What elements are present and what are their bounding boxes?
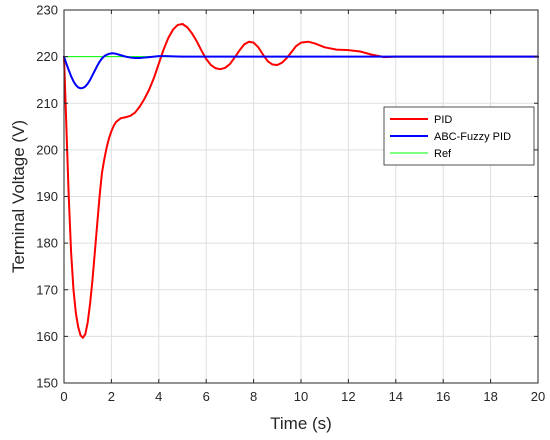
series-line-abc-fuzzy-pid [63,52,539,90]
y-axis-label: Terminal Voltage (V) [9,120,28,273]
x-axis-label: Time (s) [270,414,332,433]
legend: PID ABC-Fuzzy PID Ref [383,106,535,166]
x-tick-label: 6 [203,389,210,404]
y-tick-label: 170 [36,282,58,297]
y-tick-label: 210 [36,96,58,111]
legend-label-abc-fuzzy-pid: ABC-Fuzzy PID [434,131,511,143]
y-tick-label: 190 [36,189,58,204]
axis-ticks: 0 2 4 6 8 10 12 14 16 18 20 150 160 170 180 190 200 210 22… [36,3,545,405]
x-tick-label: 12 [341,389,355,404]
y-tick-label: 150 [36,376,58,391]
y-tick-label: 230 [36,3,58,18]
x-tick-label: 18 [483,389,497,404]
y-tick-label: 220 [36,49,58,64]
x-tick-label: 16 [436,389,450,404]
x-tick-label: 14 [389,389,403,404]
legend-label-ref: Ref [434,148,452,160]
x-tick-label: 2 [108,389,115,404]
legend-label-pid: PID [434,114,452,126]
x-tick-label: 8 [250,389,257,404]
series-lines [63,22,539,339]
y-tick-label: 200 [36,142,58,157]
series-line-pid [63,22,539,339]
x-tick-label: 10 [294,389,308,404]
y-tick-label: 160 [36,329,58,344]
x-tick-label: 0 [60,389,67,404]
y-tick-label: 180 [36,236,58,251]
x-tick-label: 4 [155,389,162,404]
x-tick-label: 20 [531,389,545,404]
